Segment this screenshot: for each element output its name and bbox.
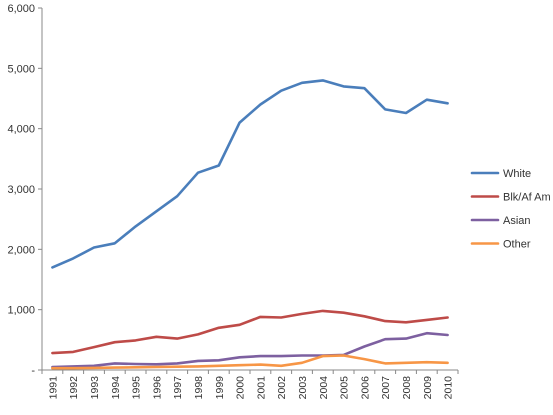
x-tick-label: 1997 (172, 376, 184, 400)
x-tick-label: 1993 (89, 376, 101, 400)
x-tick-label: 1991 (47, 376, 59, 400)
x-tick-label: 1996 (151, 376, 163, 400)
legend-label: Blk/Af Am (503, 192, 551, 204)
y-tick-label: 4,000 (7, 124, 35, 136)
legend-label: Other (503, 239, 531, 251)
y-tick-label: 2,000 (7, 244, 35, 256)
series-line-blk-af-am (51, 309, 449, 355)
x-tick-label: 2000 (235, 376, 247, 400)
x-tick-label: 2008 (401, 376, 413, 400)
x-tick-label: 2001 (255, 376, 267, 400)
x-tick-label: 1992 (68, 376, 80, 400)
x-tick-label: 2004 (318, 376, 330, 400)
legend-label: White (503, 168, 531, 180)
y-tick-label: 5,000 (7, 63, 35, 75)
series-lines (51, 79, 449, 370)
x-tick-label: 1998 (193, 376, 205, 400)
series-line-asian (51, 331, 449, 369)
x-tick-label: 1999 (214, 376, 226, 400)
y-tick-label: - (31, 365, 35, 377)
x-tick-label: 2010 (443, 376, 455, 400)
x-tick-label: 2003 (297, 376, 309, 400)
legend-label: Asian (503, 215, 531, 227)
x-tick-label: 2009 (422, 376, 434, 400)
series-line-white (51, 79, 449, 269)
x-tick-label: 1994 (110, 376, 122, 400)
legend: White Blk/Af Am Asian Other (470, 168, 551, 251)
y-tick-label: 3,000 (7, 184, 35, 196)
series-line-other (51, 354, 449, 370)
x-tick-label: 2006 (359, 376, 371, 400)
x-tick-label: 1995 (131, 376, 143, 400)
y-tick-label: 6,000 (7, 3, 35, 15)
x-tick-label: 2002 (276, 376, 288, 400)
y-tick-label: 1,000 (7, 305, 35, 317)
axes: - 1,000 2,000 3,000 4,000 5,000 6,000 1991 1992 1… (7, 3, 459, 400)
x-tick-label: 2005 (339, 376, 351, 400)
x-tick-label: 2007 (380, 376, 392, 400)
